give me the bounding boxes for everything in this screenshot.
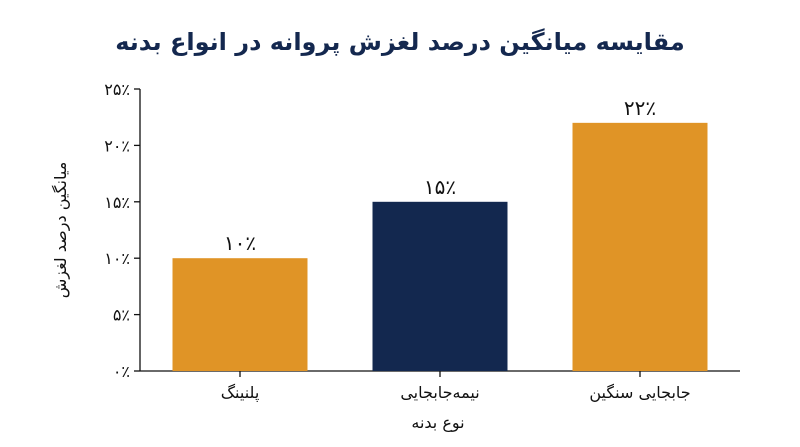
y-tick-label: ۲۰٪ bbox=[104, 136, 130, 155]
y-tick-label: ۲۵٪ bbox=[104, 80, 130, 99]
y-tick-label: ۱۵٪ bbox=[104, 193, 130, 212]
y-tick-label: ۰٪ bbox=[113, 362, 130, 381]
x-tick-label: پلنینگ bbox=[221, 383, 260, 403]
y-axis-label: میانگین درصد لغزش bbox=[51, 162, 71, 299]
data-label: ۱۵٪ bbox=[424, 175, 456, 199]
y-axis: ۰٪ ۵٪ ۱۰٪ ۱۵٪ ۲۰٪ ۲۵٪ bbox=[104, 80, 141, 381]
y-tick-label: ۱۰٪ bbox=[104, 249, 130, 268]
y-tick-label: ۵٪ bbox=[113, 306, 130, 325]
x-tick-label: جابجایی سنگین bbox=[589, 383, 690, 403]
chart-title: مقایسه میانگین درصد لغزش پروانه در انواع… bbox=[115, 28, 685, 56]
x-axis-label: نوع بدنه bbox=[411, 413, 464, 433]
bar bbox=[572, 122, 708, 371]
x-tick-label: نیمه‌جابجایی bbox=[400, 383, 479, 402]
bar bbox=[172, 258, 308, 371]
data-label: ۲۲٪ bbox=[624, 96, 656, 120]
data-label: ۱۰٪ bbox=[224, 231, 256, 255]
bars: ۱۰٪ ۱۵٪ ۲۲٪ bbox=[172, 96, 708, 371]
bar bbox=[372, 201, 508, 371]
x-axis: پلنینگ نیمه‌جابجایی جابجایی سنگین bbox=[140, 370, 740, 403]
